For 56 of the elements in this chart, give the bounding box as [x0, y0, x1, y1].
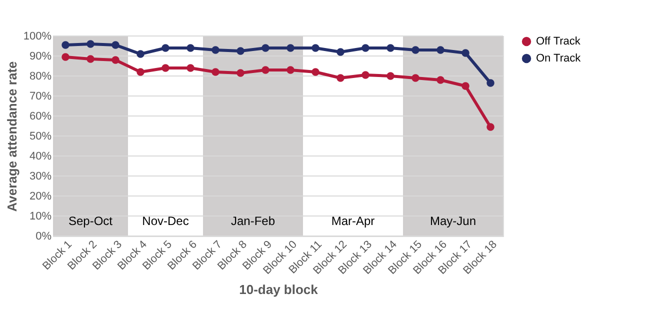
y-tick-label: 80%	[29, 70, 52, 82]
point	[162, 44, 170, 52]
legend-label: On Track	[536, 52, 582, 64]
band-label: May-Jun	[430, 214, 476, 228]
point	[462, 82, 470, 90]
y-tick-label: 90%	[29, 50, 52, 62]
point	[112, 41, 120, 49]
point	[236, 69, 244, 77]
point	[286, 44, 294, 52]
point	[462, 49, 470, 57]
point	[162, 64, 170, 72]
point	[212, 68, 220, 76]
point	[362, 71, 370, 79]
point	[336, 48, 344, 56]
point	[186, 64, 194, 72]
point	[486, 123, 494, 131]
y-tick-label: 30%	[29, 170, 52, 182]
point	[236, 47, 244, 55]
x-axis-title: 10-day block	[239, 282, 319, 298]
y-axis-title: Average attendance rate	[4, 61, 20, 212]
point	[336, 74, 344, 82]
band-label: Sep-Oct	[68, 214, 114, 228]
point	[86, 40, 94, 48]
point	[62, 53, 70, 61]
y-tick-label: 100%	[23, 30, 52, 42]
point	[312, 68, 320, 76]
band-label: Nov-Dec	[142, 214, 189, 228]
point	[86, 55, 94, 63]
point	[436, 76, 444, 84]
y-tick-label: 20%	[29, 190, 52, 202]
y-tick-label: 70%	[29, 90, 52, 102]
point	[62, 41, 70, 49]
point	[436, 46, 444, 54]
point	[412, 46, 420, 54]
point	[136, 68, 144, 76]
point	[486, 79, 494, 87]
point	[386, 72, 394, 80]
band-label: Jan-Feb	[230, 214, 276, 228]
point	[262, 66, 270, 74]
point	[136, 50, 144, 58]
point	[312, 44, 320, 52]
y-tick-label: 60%	[29, 110, 52, 122]
point	[412, 74, 420, 82]
point	[186, 44, 194, 52]
y-tick-label: 10%	[29, 210, 52, 222]
band-label: Mar-Apr	[331, 214, 375, 228]
point	[212, 46, 220, 54]
y-tick-label: 40%	[29, 150, 52, 162]
point	[386, 44, 394, 52]
y-tick-label: 0%	[36, 230, 52, 242]
legend-label: Off Track	[536, 36, 581, 48]
point	[112, 56, 120, 64]
point	[262, 44, 270, 52]
y-tick-label: 50%	[29, 130, 52, 142]
point	[286, 66, 294, 74]
point	[362, 44, 370, 52]
